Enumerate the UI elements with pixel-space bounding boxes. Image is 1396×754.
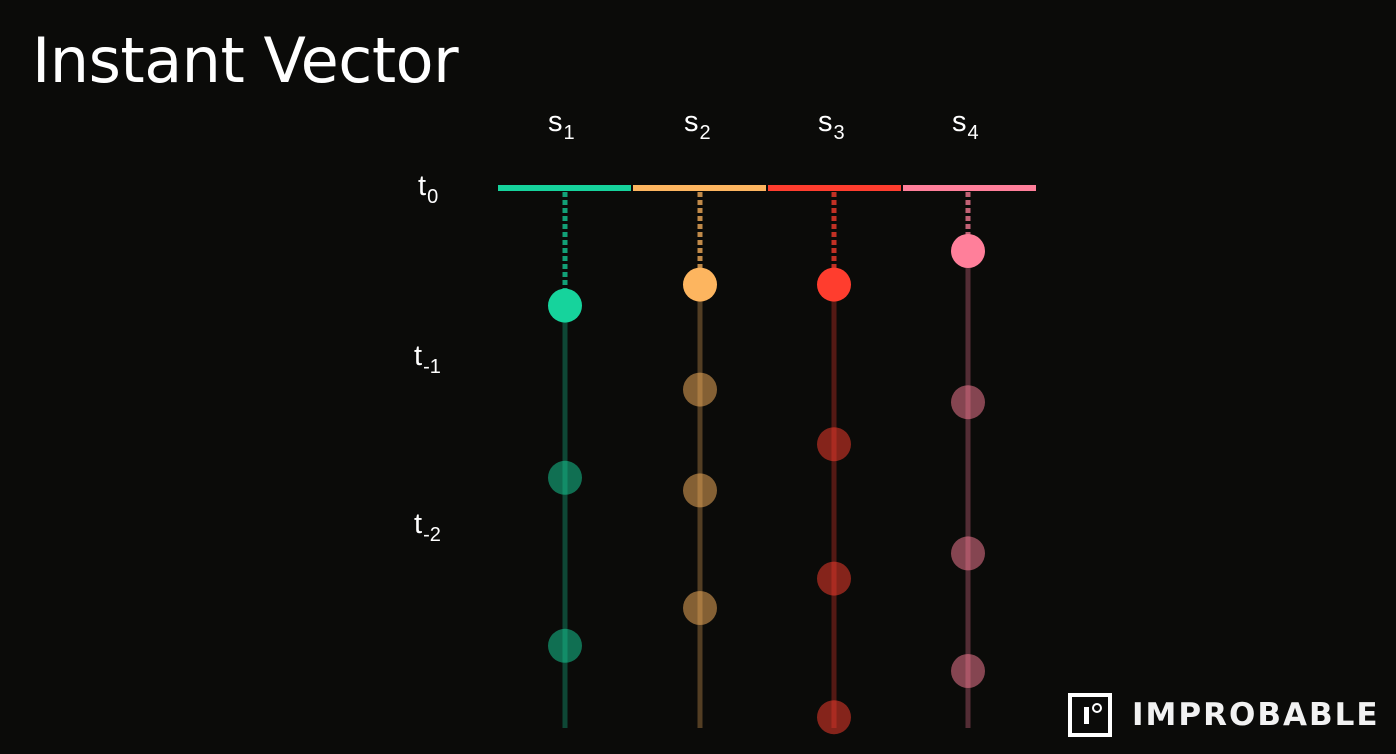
series-4-sample-1 (951, 234, 985, 268)
series-4-sample-4 (951, 654, 985, 688)
series-label-s1: s1 (548, 106, 575, 144)
time-label-t0: t0 (418, 170, 439, 208)
logo-text: IMPROBABLE (1132, 697, 1380, 733)
time-label-t-1: t-1 (414, 340, 441, 378)
series-3-sample-2 (817, 427, 851, 462)
improbable-logo: IMPROBABLE (1068, 688, 1380, 742)
series-3-sample-4 (817, 700, 851, 735)
series-1-sample-2 (548, 460, 582, 495)
series-4-t0-segment (903, 185, 1036, 191)
page-title: Instant Vector (32, 24, 459, 97)
series-2-sample-2 (683, 372, 717, 407)
series-3-sample-3 (817, 561, 851, 596)
series-2-t0-segment (633, 185, 766, 191)
series-label-s4: s4 (952, 106, 979, 144)
series-label-s3: s3 (818, 106, 845, 144)
improbable-logo-mark (1068, 693, 1112, 737)
series-label-s2: s2 (684, 106, 711, 144)
series-4-sample-3 (951, 536, 985, 571)
series-1-sample-1 (548, 288, 582, 323)
series-1-sample-3 (548, 628, 582, 663)
series-2-sample-3 (683, 473, 717, 508)
series-3-sample-1 (817, 267, 851, 302)
series-1-t0-segment (498, 185, 631, 191)
series-4-sample-2 (951, 385, 985, 420)
series-2-sample-1 (683, 267, 717, 302)
series-2-sample-4 (683, 591, 717, 625)
series-3-t0-segment (768, 185, 901, 191)
time-label-t-2: t-2 (414, 508, 441, 546)
